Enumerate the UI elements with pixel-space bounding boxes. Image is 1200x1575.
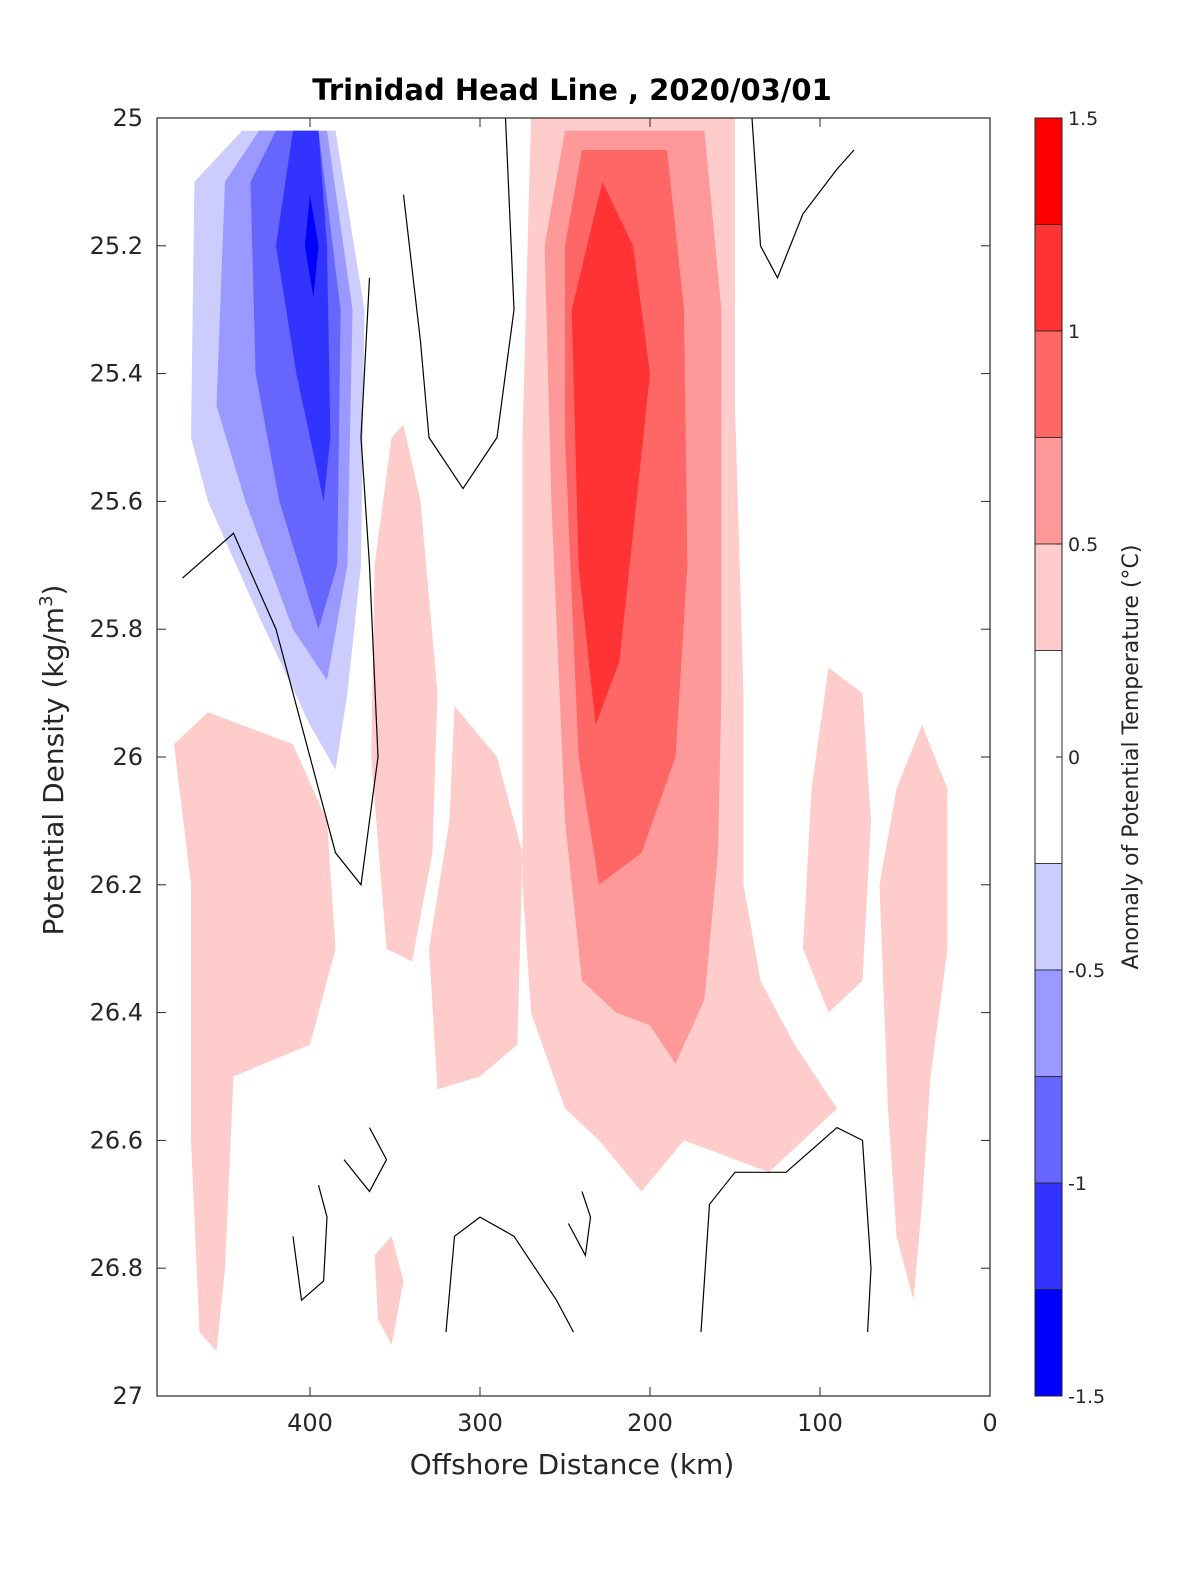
contour-region-5 bbox=[879, 725, 948, 1301]
colorbar-tick-label-5: -1 bbox=[1068, 1173, 1087, 1195]
colorbar-tick-label-2: 0.5 bbox=[1068, 534, 1098, 556]
colorbar-level-7 bbox=[1034, 969, 1063, 1077]
chart-title: Trinidad Head Line , 2020/03/01 bbox=[312, 73, 832, 107]
y-tick-label-4: 25.8 bbox=[90, 615, 143, 643]
y-axis-label-close: ) bbox=[37, 585, 70, 596]
colorbar-tick-label-4: -0.5 bbox=[1068, 960, 1105, 982]
y-tick-label-1: 25.2 bbox=[90, 232, 143, 260]
contour-region-9 bbox=[571, 181, 650, 725]
colorbar-level-1 bbox=[1034, 224, 1063, 332]
y-axis: 25 25.2 25.4 25.6 25.8 26 26.2 26.4 26.6 26.8 27 bbox=[90, 104, 990, 1410]
y-tick-label-9: 26.8 bbox=[90, 1254, 143, 1282]
colorbar-level-0 bbox=[1034, 117, 1063, 225]
colorbar-level-4 bbox=[1034, 543, 1063, 651]
contour-line-7 bbox=[567, 1191, 592, 1258]
colorbar bbox=[1034, 117, 1063, 1397]
contour-line-6 bbox=[343, 1127, 388, 1193]
x-tick-label-1: 300 bbox=[457, 1409, 503, 1437]
contour-line-2 bbox=[751, 118, 855, 280]
contour-region-2 bbox=[174, 712, 336, 1352]
x-axis: 400 300 200 100 0 bbox=[287, 118, 998, 1437]
y-tick-label-5: 26 bbox=[112, 743, 143, 771]
contour-region-13 bbox=[276, 130, 331, 502]
contour-region-1 bbox=[371, 424, 438, 962]
contour-region-4 bbox=[803, 667, 871, 1013]
filled-contours bbox=[174, 118, 948, 1352]
colorbar-tick-label-3: 0 bbox=[1068, 747, 1080, 769]
colorbar-level-6 bbox=[1034, 863, 1063, 971]
contour-line-3 bbox=[700, 1126, 872, 1333]
colorbar-level-8 bbox=[1034, 1076, 1063, 1184]
colorbar-label: Anomaly of Potential Temperature (°C) bbox=[1119, 545, 1144, 970]
y-axis-label: Potential Density (kg/m3) bbox=[36, 585, 70, 936]
x-tick-label-2: 200 bbox=[627, 1409, 673, 1437]
colorbar-tick-label-0: 1.5 bbox=[1068, 108, 1098, 130]
y-axis-label-main: Potential Density (kg/m bbox=[37, 607, 70, 936]
colorbar-ticks: 1.5 1 0.5 0 -0.5 -1 -1.5 bbox=[1056, 108, 1105, 1408]
zero-contour-lines bbox=[182, 118, 872, 1333]
colorbar-level-10 bbox=[1034, 1289, 1063, 1397]
contour-line-0 bbox=[182, 277, 379, 887]
y-tick-label-0: 25 bbox=[112, 104, 143, 132]
contour-line-4 bbox=[445, 1216, 575, 1333]
colorbar-tick-label-6: -1.5 bbox=[1068, 1386, 1105, 1408]
y-tick-label-8: 26.6 bbox=[90, 1126, 143, 1154]
colorbar-level-9 bbox=[1034, 1182, 1063, 1290]
x-axis-label: Offshore Distance (km) bbox=[410, 1448, 735, 1481]
x-tick-label-0: 400 bbox=[287, 1409, 333, 1437]
y-tick-label-3: 25.6 bbox=[90, 487, 143, 515]
contour-region-14 bbox=[304, 194, 319, 297]
plot-frame bbox=[156, 117, 991, 1397]
colorbar-tick-label-1: 1 bbox=[1068, 321, 1080, 343]
x-tick-label-3: 100 bbox=[797, 1409, 843, 1437]
contour-region-3 bbox=[429, 705, 523, 1090]
contour-line-5 bbox=[292, 1184, 328, 1302]
y-tick-label-10: 27 bbox=[112, 1382, 143, 1410]
y-tick-label-2: 25.4 bbox=[90, 360, 143, 388]
y-tick-label-6: 26.2 bbox=[90, 871, 143, 899]
contour-region-6 bbox=[374, 1236, 404, 1345]
contour-line-1 bbox=[402, 118, 515, 490]
y-axis-label-superscript: 3 bbox=[36, 595, 57, 606]
colorbar-level-2 bbox=[1034, 330, 1063, 438]
x-tick-label-4: 0 bbox=[982, 1409, 997, 1437]
colorbar-level-3 bbox=[1034, 437, 1063, 545]
y-tick-label-7: 26.4 bbox=[90, 999, 143, 1027]
